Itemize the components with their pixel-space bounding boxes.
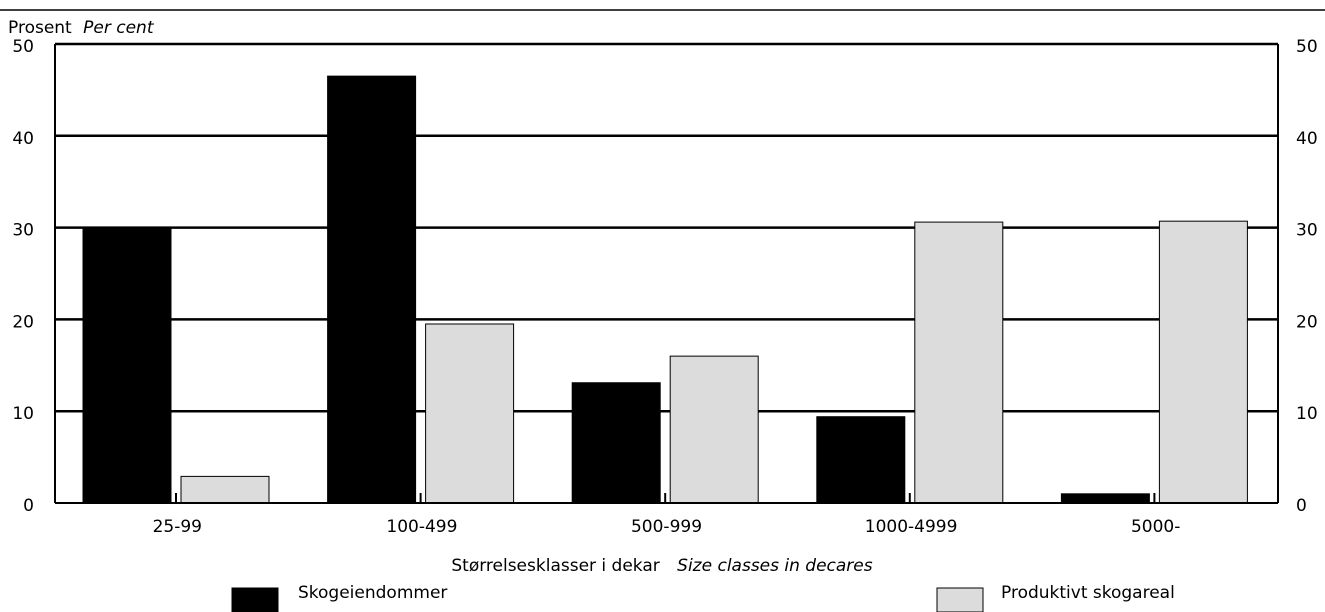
- legend-swatch-skogeiendommer: [232, 588, 278, 612]
- x-tick-label: 100-499: [386, 517, 457, 537]
- bar: [83, 228, 171, 503]
- y-tick-label: 30: [1296, 221, 1318, 241]
- bar: [817, 417, 905, 503]
- x-tick-label: 5000-: [1131, 517, 1180, 537]
- y-tick-label: 10: [1296, 404, 1318, 424]
- bar: [426, 324, 514, 503]
- plot-frame: [55, 44, 1278, 503]
- y-tick-label: 20: [12, 312, 34, 332]
- legend-swatch-produktivt-skogareal: [937, 588, 983, 612]
- legend-label-skogeiendommer: Skogeiendommer: [298, 583, 447, 603]
- y-tick-labels-right: 0 10 20 30 40 50: [1296, 37, 1318, 516]
- y-tick-labels-left: 0 10 20 30 40 50: [12, 37, 34, 516]
- y-axis-title-no: Prosent: [8, 18, 72, 38]
- y-tick-label: 0: [23, 496, 34, 516]
- bar: [1061, 494, 1149, 503]
- x-axis-title-en: Size classes in decares: [677, 556, 873, 576]
- x-axis-title: Størrelsesklasser i dekar Size classes i…: [451, 556, 872, 576]
- y-tick-label: 10: [12, 404, 34, 424]
- bar: [328, 76, 416, 503]
- x-tick-label: 25-99: [153, 517, 202, 537]
- x-tick-labels: 25-99 100-499 500-999 1000-4999 5000-: [153, 517, 1181, 537]
- y-tick-label: 30: [12, 221, 34, 241]
- gridlines: [55, 44, 1278, 411]
- bar: [915, 222, 1003, 503]
- legend: Skogeiendommer Produktivt skogareal: [232, 583, 1175, 612]
- bar: [1159, 221, 1247, 503]
- x-axis-title-no: Størrelsesklasser i dekar: [451, 556, 659, 576]
- bars: [83, 76, 1247, 503]
- x-tick-label: 1000-4999: [865, 517, 958, 537]
- bar: [670, 356, 758, 503]
- y-axis-title-en: Per cent: [83, 18, 155, 38]
- y-axis-title: Prosent Per cent: [8, 18, 155, 38]
- legend-label-produktivt-skogareal: Produktivt skogareal: [1001, 583, 1175, 603]
- x-tick-label: 500-999: [631, 517, 702, 537]
- bar: [181, 476, 269, 503]
- y-tick-label: 40: [1296, 129, 1318, 149]
- y-tick-label: 50: [12, 37, 34, 57]
- y-tick-label: 40: [12, 129, 34, 149]
- y-tick-label: 50: [1296, 37, 1318, 57]
- y-tick-label: 0: [1296, 496, 1307, 516]
- bar: [572, 383, 660, 503]
- y-tick-label: 20: [1296, 312, 1318, 332]
